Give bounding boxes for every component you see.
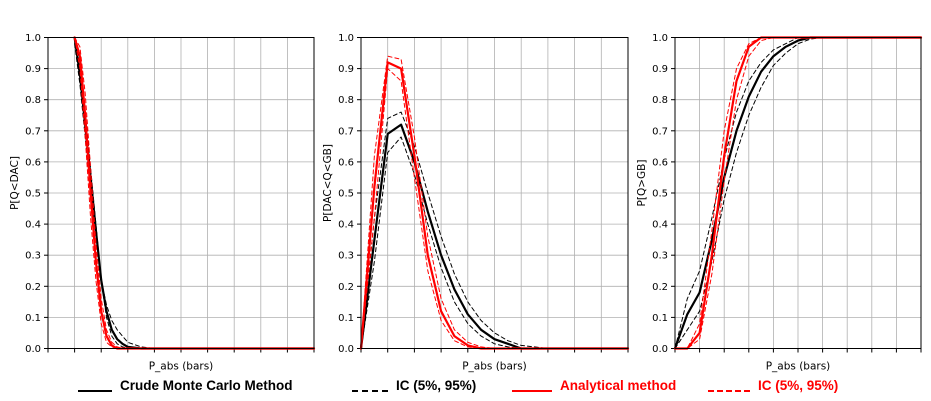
y-tick-label: 0.5 bbox=[652, 189, 668, 200]
legend-swatch-solid-red bbox=[512, 380, 552, 392]
legend-item-ic-black: IC (5%, 95%) bbox=[352, 378, 476, 393]
plot-frame bbox=[360, 37, 629, 349]
y-tick-label: 0.7 bbox=[25, 126, 41, 137]
y-tick-label: 0.6 bbox=[25, 157, 41, 168]
y-tick-label: 0.4 bbox=[652, 220, 668, 231]
y-tick-label: 0.4 bbox=[25, 220, 41, 231]
legend-swatch-dashed-black bbox=[352, 380, 388, 392]
y-tick-label: 0.9 bbox=[338, 64, 354, 75]
x-axis-label: P_abs (bars) bbox=[149, 361, 214, 373]
y-tick-label: 0.3 bbox=[652, 251, 668, 262]
y-tick-label: 0.8 bbox=[338, 95, 354, 106]
y-tick-label: 0.7 bbox=[338, 126, 354, 137]
chart-panel-1: 0.0 0.1 0.2 0.3 0.4 0.5 0.6 0.7 0.8 0.9 1.0 P_abs (… bbox=[9, 33, 316, 373]
y-tick-label: 0.4 bbox=[338, 220, 354, 231]
y-tick-label: 0.3 bbox=[25, 251, 41, 262]
legend-label-ic-black: IC (5%, 95%) bbox=[396, 378, 477, 393]
legend-swatch-dashed-red bbox=[708, 380, 750, 392]
y-tick-label: 1.0 bbox=[338, 33, 354, 44]
y-tick-label: 0.1 bbox=[25, 313, 41, 324]
y-tick-label: 0.9 bbox=[25, 64, 41, 75]
chart-panel-3: 0.0 0.1 0.2 0.3 0.4 0.5 0.6 0.7 0.8 0.9 1.0 P_abs (… bbox=[636, 33, 923, 373]
y-tick-label: 0.1 bbox=[652, 313, 668, 324]
y-tick-label: 0.9 bbox=[652, 64, 668, 75]
y-tick-label: 0.2 bbox=[338, 282, 354, 293]
y-tick-label: 0.1 bbox=[338, 313, 354, 324]
y-tick-label: 0.3 bbox=[338, 251, 354, 262]
x-axis-label: P_abs (bars) bbox=[766, 361, 831, 373]
y-tick-label: 0.8 bbox=[25, 95, 41, 106]
legend-label-analytical-method: Analytical method bbox=[560, 378, 677, 393]
y-tick-label: 0.0 bbox=[652, 344, 668, 355]
legend-item-analytical-method: Analytical method bbox=[512, 378, 676, 393]
legend-item-ic-red: IC (5%, 95%) bbox=[708, 378, 838, 393]
y-tick-label: 0.5 bbox=[338, 189, 354, 200]
legend-swatch-solid-black bbox=[78, 380, 112, 392]
legend-item-crude-monte-carlo: Crude Monte Carlo Method bbox=[78, 378, 293, 393]
legend: Crude Monte Carlo Method IC (5%, 95%) An… bbox=[0, 376, 931, 400]
y-tick-label: 1.0 bbox=[25, 33, 41, 44]
y-tick-label: 0.2 bbox=[652, 282, 668, 293]
y-tick-label: 0.2 bbox=[25, 282, 41, 293]
y-tick-label: 0.7 bbox=[652, 126, 668, 137]
y-axis-label: P[DAC<Q<GB] bbox=[322, 144, 334, 222]
plot-frame bbox=[47, 37, 315, 349]
series-line-red-dashed bbox=[360, 68, 629, 349]
chart-panel-2: 0.0 0.1 0.2 0.3 0.4 0.5 0.6 0.7 0.8 0.9 1.0 P_abs (… bbox=[322, 33, 630, 373]
y-tick-label: 0.0 bbox=[338, 344, 354, 355]
y-tick-label: 1.0 bbox=[652, 33, 668, 44]
x-axis-label: P_abs (bars) bbox=[462, 361, 527, 373]
y-axis-label: P[Q>GB] bbox=[636, 160, 648, 207]
y-tick-label: 0.8 bbox=[652, 95, 668, 106]
plot-frame bbox=[674, 37, 922, 349]
series-line-black-dashed bbox=[74, 43, 315, 349]
series-line-red-dashed bbox=[360, 55, 629, 349]
y-tick-label: 0.6 bbox=[652, 157, 668, 168]
y-tick-label: 0.5 bbox=[25, 189, 41, 200]
y-axis-label: P[Q<DAC] bbox=[9, 156, 21, 210]
legend-label-ic-red: IC (5%, 95%) bbox=[758, 378, 839, 393]
legend-label-crude-monte-carlo: Crude Monte Carlo Method bbox=[120, 378, 293, 393]
y-tick-label: 0.0 bbox=[25, 344, 41, 355]
y-tick-label: 0.6 bbox=[338, 157, 354, 168]
